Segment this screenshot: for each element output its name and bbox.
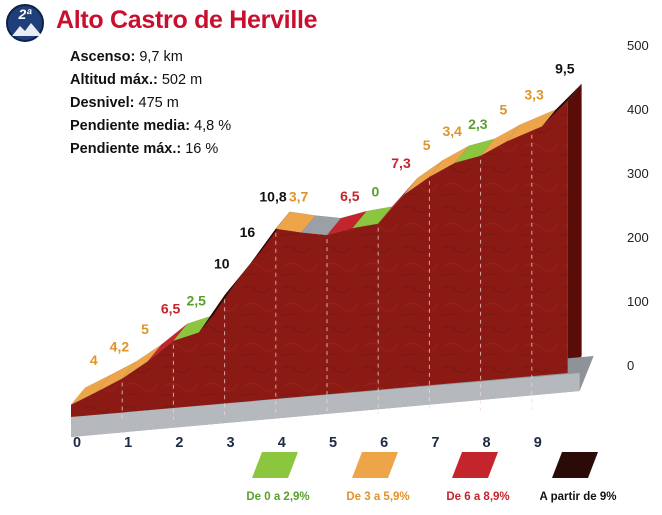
y-tick-label: 200 — [627, 230, 649, 245]
gradient-label: 4 — [90, 352, 98, 368]
profile-terrain-face — [71, 100, 568, 417]
gradient-label: 4,2 — [110, 338, 130, 354]
gradient-label: 3,7 — [289, 189, 309, 205]
stat-max-altitude: Altitud máx.: 502 m — [70, 72, 203, 88]
gradient-label: 5 — [423, 137, 431, 153]
x-tick-label: 7 — [431, 435, 439, 451]
climb-title: Alto Castro de Herville — [56, 6, 318, 34]
x-tick-label: 8 — [483, 435, 491, 451]
gradient-label: 5 — [500, 102, 508, 118]
y-tick-label: 300 — [627, 166, 649, 181]
gradient-label: 6,5 — [340, 188, 360, 204]
gradient-label: 10 — [214, 255, 230, 271]
y-tick-label: 400 — [627, 102, 649, 117]
stat-ascent: Ascenso: 9,7 km — [70, 49, 183, 65]
gradient-label: 7,3 — [391, 155, 411, 171]
x-tick-label: 5 — [329, 435, 337, 451]
legend-swatch — [252, 452, 298, 478]
legend-swatch — [452, 452, 498, 478]
category-label: 2ª — [18, 6, 32, 22]
stat-average-gradient: Pendiente media: 4,8 % — [70, 118, 232, 134]
gradient-label: 16 — [240, 224, 256, 240]
y-tick-label: 500 — [627, 38, 649, 53]
legend-label: De 6 a 8,9% — [446, 491, 509, 503]
legend-swatch — [352, 452, 398, 478]
x-tick-label: 3 — [227, 435, 235, 451]
x-tick-label: 4 — [278, 435, 286, 451]
stat-elevation-gain: Desnivel: 475 m — [70, 95, 179, 111]
gradient-label: 2,5 — [186, 292, 206, 308]
y-tick-label: 0 — [627, 358, 634, 373]
stats-panel: Ascenso: 9,7 km Altitud máx.: 502 m Desn… — [70, 46, 231, 161]
mountain-icon — [12, 23, 42, 36]
gradient-segment — [541, 83, 582, 127]
x-tick-label: 9 — [534, 435, 542, 451]
legend-label: De 0 a 2,9% — [246, 491, 309, 503]
profile-side-face — [567, 83, 582, 373]
x-tick-label: 1 — [124, 435, 132, 451]
x-tick-label: 2 — [175, 435, 183, 451]
category-badge — [6, 4, 44, 42]
gradient-label: 3,4 — [442, 123, 462, 139]
gradient-label: 0 — [372, 184, 380, 200]
legend-label: A partir de 9% — [540, 491, 617, 503]
legend-swatch — [552, 452, 598, 478]
legend-label: De 3 a 5,9% — [346, 491, 409, 503]
gradient-label: 3,3 — [524, 86, 544, 102]
y-tick-label: 100 — [627, 294, 649, 309]
gradient-label: 2,3 — [468, 116, 488, 132]
gradient-label: 10,8 — [259, 189, 286, 205]
profile-base-front — [71, 373, 580, 437]
gradient-label: 6,5 — [161, 301, 181, 317]
gradient-label: 9,5 — [555, 61, 575, 77]
x-tick-label: 6 — [380, 435, 388, 451]
stat-max-gradient: Pendiente máx.: 16 % — [70, 141, 219, 157]
gradient-label: 5 — [141, 321, 149, 337]
x-tick-label: 0 — [73, 435, 81, 451]
